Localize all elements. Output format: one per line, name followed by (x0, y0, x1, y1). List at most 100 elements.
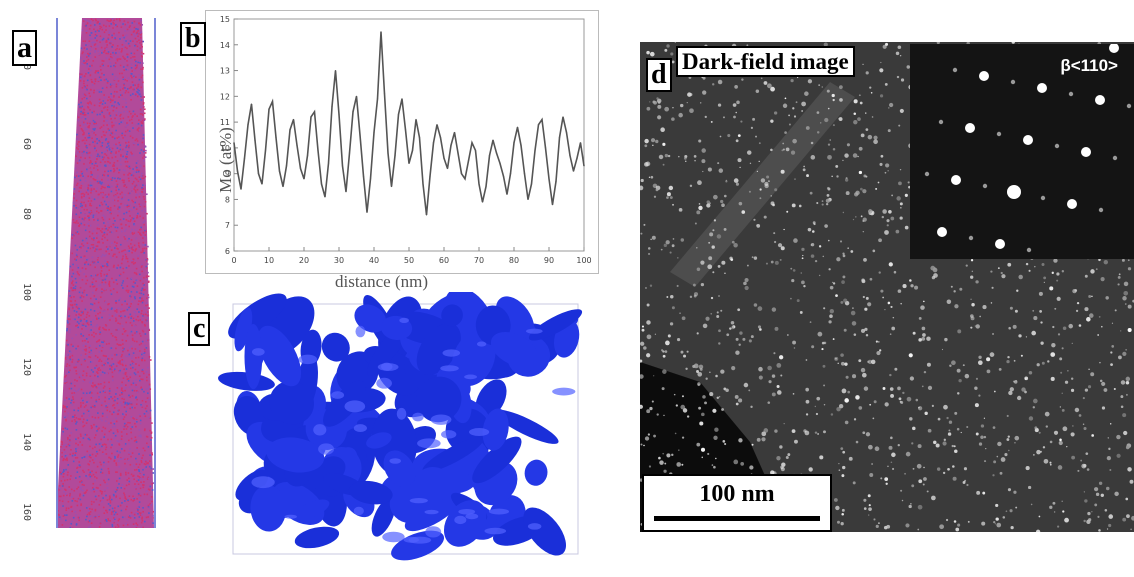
precipitate-spot (854, 99, 858, 103)
atom-dot (142, 184, 144, 186)
atom-dot (113, 154, 115, 156)
surface-highlight (252, 348, 265, 356)
atom-dot (131, 331, 133, 333)
atom-dot (146, 463, 148, 465)
precipitate-spot (755, 136, 757, 138)
atom-dot (69, 527, 71, 528)
atom-dot (101, 267, 103, 269)
data-point (503, 176, 504, 177)
atom-dot (96, 237, 98, 239)
atom-dot (146, 340, 148, 342)
atom-dot (78, 225, 80, 227)
precipitate-spot (1123, 431, 1127, 435)
atom-dot (81, 480, 83, 482)
y-tick-label: 11 (220, 118, 230, 127)
atom-dot (103, 480, 105, 482)
atom-dot (69, 445, 71, 447)
atom-dot (59, 500, 61, 502)
atom-dot (126, 165, 128, 167)
atom-dot (132, 395, 134, 397)
atom-dot (87, 215, 89, 217)
atom-dot (58, 514, 60, 516)
atom-dot (114, 162, 116, 164)
precipitate-spot (676, 404, 678, 406)
precipitate-spot (815, 260, 817, 262)
atom-dot (121, 26, 123, 28)
atom-dot (128, 205, 130, 207)
precipitate-spot (723, 116, 725, 118)
precipitate-spot (681, 238, 684, 241)
atom-dot (106, 483, 108, 485)
atom-dot (108, 381, 110, 383)
atom-dot (109, 390, 111, 392)
atom-dot (111, 453, 113, 455)
atom-dot (87, 409, 89, 411)
atom-dot (86, 455, 88, 457)
atom-dot (121, 398, 123, 400)
precipitate-spot (1120, 395, 1123, 398)
atom-dot (124, 87, 126, 89)
atom-dot (115, 496, 117, 498)
atom-dot (105, 510, 107, 512)
atom-dot (88, 334, 90, 336)
atom-dot (135, 315, 137, 317)
atom-dot (93, 178, 95, 180)
atom-dot (90, 192, 92, 194)
precipitate-spot (851, 311, 856, 316)
atom-dot (86, 314, 88, 316)
atom-dot (78, 520, 80, 522)
precipitate-spot (894, 271, 897, 274)
precipitate-spot (670, 322, 673, 325)
atom-dot (81, 153, 83, 155)
precipitate-spot (687, 351, 689, 353)
atom-dot (146, 494, 148, 496)
atom-dot (125, 126, 127, 128)
precipitate-spot (886, 483, 888, 485)
atom-dot (120, 58, 122, 60)
precipitate-spot (1008, 327, 1011, 330)
atom-dot (128, 209, 130, 211)
precipitate-spot (887, 224, 889, 226)
atom-dot (139, 216, 141, 218)
atom-dot (80, 270, 82, 272)
atom-dot (92, 84, 94, 86)
atom-dot (135, 458, 137, 460)
atom-dot (143, 252, 145, 254)
precipitate-spot (734, 85, 738, 89)
atom-dot (108, 123, 110, 125)
atom-dot (66, 514, 68, 516)
atom-dot (63, 445, 65, 447)
atom-dot (132, 56, 134, 58)
atom-dot (127, 291, 129, 293)
precipitate-spot (918, 407, 920, 409)
precipitate-spot (917, 529, 919, 531)
surface-highlight (464, 375, 477, 380)
atom-dot (129, 333, 131, 335)
precipitate-spot (1106, 487, 1109, 490)
atom-dot (116, 267, 118, 269)
atom-dot (138, 466, 140, 468)
apt-axis-ticks: 40 60 80 100 120 140 160 (32, 18, 56, 528)
data-point (520, 145, 521, 146)
atom-dot (143, 96, 145, 98)
atom-dot (121, 364, 123, 366)
atom-dot (96, 387, 98, 389)
atom-dot (148, 374, 150, 376)
atom-dot (89, 204, 91, 206)
atom-dot (110, 118, 112, 120)
precipitate-spot (854, 333, 857, 336)
atom-dot (143, 474, 145, 476)
atom-dot (95, 298, 97, 300)
data-point (247, 124, 248, 125)
atom-dot (101, 491, 103, 493)
atom-dot (142, 142, 144, 144)
y-tick-label: 15 (220, 15, 230, 24)
precipitate-spot (1122, 518, 1126, 522)
atom-dot (104, 401, 106, 403)
atom-dot (71, 511, 73, 513)
y-tick-label: 13 (220, 67, 230, 76)
atom-dot (91, 397, 93, 399)
precipitate-spot (808, 228, 812, 232)
precipitate-spot (822, 204, 824, 206)
precipitate-spot (1014, 436, 1019, 441)
